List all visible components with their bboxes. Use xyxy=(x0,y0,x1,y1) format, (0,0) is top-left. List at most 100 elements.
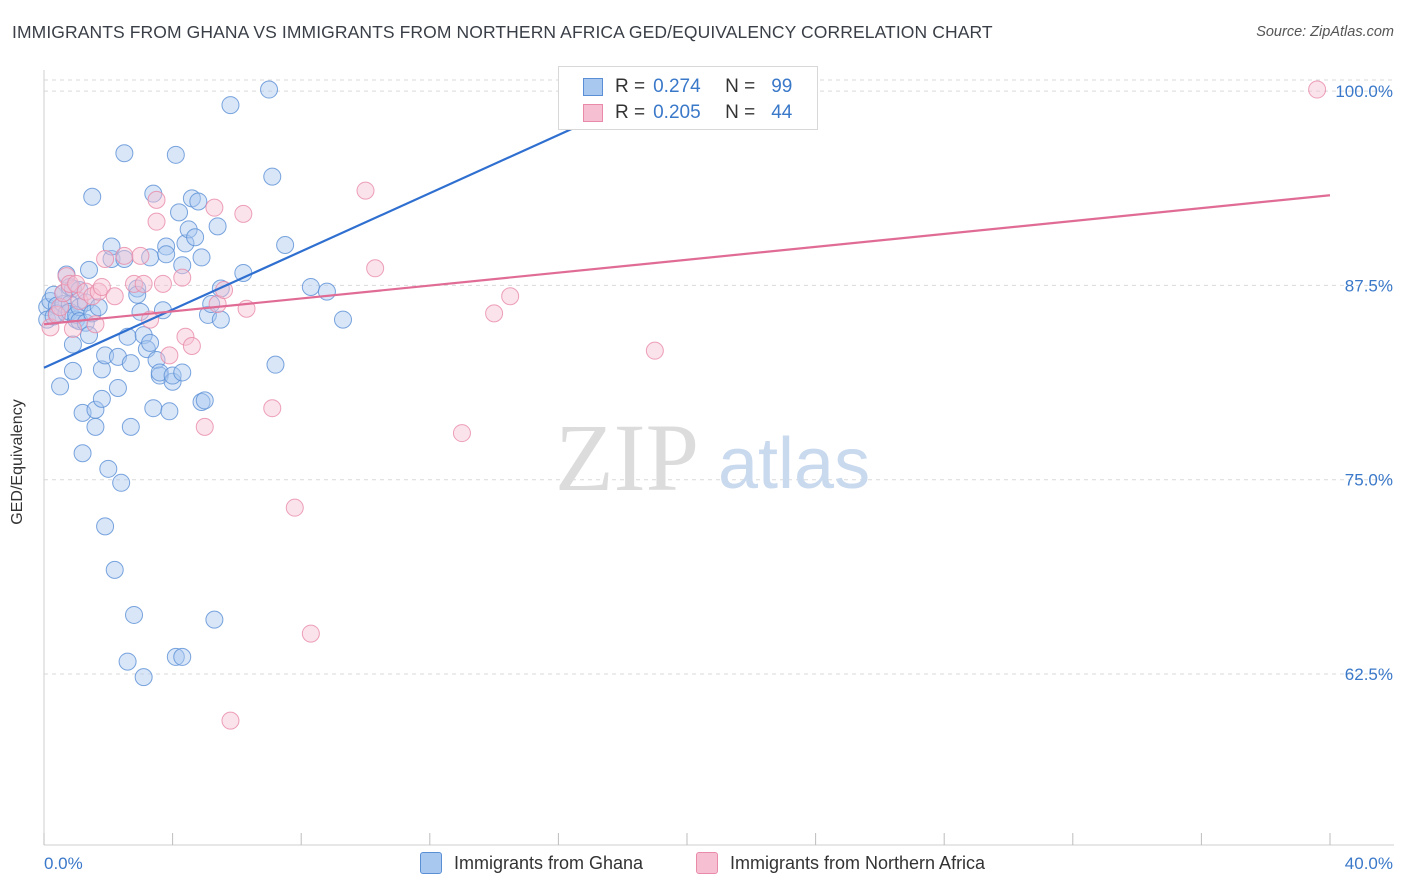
data-point xyxy=(266,355,285,374)
data-point xyxy=(160,402,179,421)
y-axis-label: GED/Equivalency xyxy=(9,399,26,525)
data-point xyxy=(51,377,70,396)
x-tick-labels: 0.0% 40.0% xyxy=(44,854,1393,873)
data-point xyxy=(221,711,240,730)
ghana-swatch xyxy=(583,78,603,96)
data-point xyxy=(333,310,352,329)
data-point xyxy=(157,245,176,264)
r-value-northern-africa: 0.205 xyxy=(653,102,701,123)
data-point xyxy=(208,217,227,236)
data-point xyxy=(105,560,124,579)
data-point xyxy=(160,346,179,365)
data-point xyxy=(144,399,163,418)
data-point xyxy=(186,228,205,247)
data-point xyxy=(73,444,92,463)
y-tick-label: 75.0% xyxy=(1345,471,1393,490)
data-point xyxy=(121,417,140,436)
data-point xyxy=(276,235,295,254)
data-point xyxy=(115,246,134,265)
data-point xyxy=(83,287,102,306)
data-point xyxy=(263,399,282,418)
series-ghana-points xyxy=(38,80,352,687)
chart-title: IMMIGRANTS FROM GHANA VS IMMIGRANTS FROM… xyxy=(12,22,993,42)
legend: Immigrants from Ghana Immigrants from No… xyxy=(0,852,1406,878)
axes xyxy=(43,70,1394,846)
data-point xyxy=(147,190,166,209)
data-point xyxy=(86,417,105,436)
n-label: N = xyxy=(725,76,756,97)
y-tick-label: 100.0% xyxy=(1335,82,1393,101)
series-northern-africa-points xyxy=(41,80,1327,730)
data-point xyxy=(125,274,144,293)
data-point xyxy=(301,624,320,643)
data-point xyxy=(89,298,108,317)
data-point xyxy=(134,668,153,687)
data-point xyxy=(163,366,182,385)
data-point xyxy=(63,361,82,380)
data-point xyxy=(99,459,118,478)
data-point xyxy=(115,144,134,163)
data-point xyxy=(153,274,172,293)
data-point xyxy=(285,498,304,517)
data-point xyxy=(166,647,185,666)
data-point xyxy=(211,310,230,329)
n-value-ghana: 99 xyxy=(771,76,793,97)
data-point xyxy=(131,246,150,265)
data-point xyxy=(67,274,86,293)
trend-line-1 xyxy=(43,194,1331,326)
legend-swatch-northern-africa xyxy=(696,852,718,874)
y-tick-label: 87.5% xyxy=(1345,276,1393,295)
data-point xyxy=(356,181,375,200)
data-point xyxy=(195,417,214,436)
legend-swatch-ghana xyxy=(420,852,442,874)
data-point xyxy=(170,203,189,222)
legend-item-northern-africa[interactable]: Immigrants from Northern Africa xyxy=(696,852,985,874)
y-tick-label: 62.5% xyxy=(1345,665,1393,684)
data-point xyxy=(112,473,131,492)
data-point xyxy=(173,363,192,382)
data-point xyxy=(96,346,115,365)
data-point xyxy=(176,234,195,253)
data-point xyxy=(234,204,253,223)
x-tick-label-min: 0.0% xyxy=(44,854,83,873)
gridlines xyxy=(44,79,1394,675)
stats-row-northern-africa: R = 0.205 N = 44 xyxy=(583,101,792,125)
watermark-zip: ZIP xyxy=(555,404,699,511)
data-point xyxy=(86,400,105,419)
data-point xyxy=(173,256,192,275)
data-point xyxy=(125,605,144,624)
data-point xyxy=(221,96,240,115)
data-point xyxy=(173,647,192,666)
data-point xyxy=(192,248,211,267)
stats-box: R = 0.274 N = 99 R = 0.205 N = 44 xyxy=(558,66,818,130)
data-point xyxy=(60,295,79,314)
data-point xyxy=(105,287,124,306)
n-value-northern-africa: 44 xyxy=(771,102,793,123)
data-point xyxy=(166,145,185,164)
data-point xyxy=(128,285,147,304)
watermark-atlas: atlas xyxy=(718,424,870,504)
legend-label-ghana: Immigrants from Ghana xyxy=(454,852,644,873)
data-point xyxy=(92,277,111,296)
data-point xyxy=(134,274,153,293)
data-point xyxy=(54,284,73,303)
watermark: ZIP atlas xyxy=(555,404,870,511)
data-point xyxy=(205,198,224,217)
data-point xyxy=(141,333,160,352)
data-point xyxy=(83,187,102,206)
data-point xyxy=(234,263,253,282)
data-point xyxy=(195,391,214,410)
data-point xyxy=(157,237,176,256)
legend-item-ghana[interactable]: Immigrants from Ghana xyxy=(420,852,643,874)
data-point xyxy=(1308,80,1327,99)
data-point xyxy=(121,354,140,373)
data-point xyxy=(80,326,99,345)
x-tick-label-max: 40.0% xyxy=(1345,854,1393,873)
data-point xyxy=(501,287,520,306)
n-label: N = xyxy=(725,102,756,123)
data-point xyxy=(485,304,504,323)
data-point xyxy=(301,277,320,296)
data-point xyxy=(163,372,182,391)
data-point xyxy=(263,167,282,186)
